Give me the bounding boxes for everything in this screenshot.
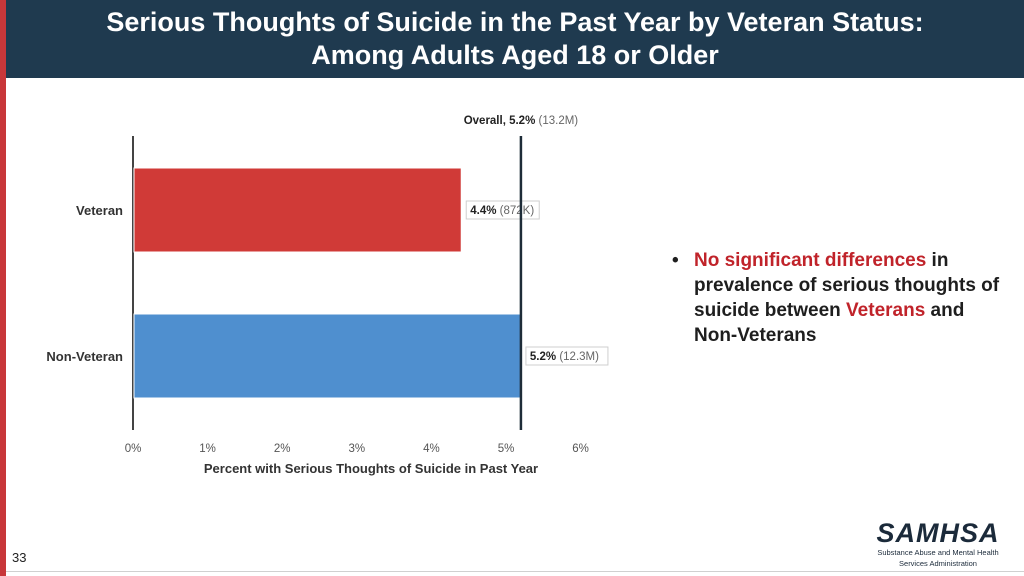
x-tick-label-4: 4% (423, 443, 440, 455)
x-tick-label-5: 5% (498, 443, 515, 455)
bullet-item: • No significant differences in prevalen… (672, 248, 1002, 348)
slide-title-line1: Serious Thoughts of Suicide in the Past … (106, 7, 924, 37)
x-tick-label-1: 1% (199, 443, 216, 455)
bottom-divider (6, 571, 1024, 572)
x-tick-label-6: 6% (572, 443, 589, 455)
logo-wordmark: SAMHSA (876, 518, 1000, 548)
bar-chart: Veteran 4.4% (872K) Non-Veteran 5.2% (12.3M… (46, 115, 609, 476)
bar-2 (133, 313, 522, 399)
data-label-box-2 (525, 346, 609, 366)
x-tick-label-3: 3% (348, 443, 365, 455)
bullet-text-part1: in prevalence of serious thoughts of sui… (694, 250, 1000, 321)
logo-tagline-line2: Services Administration (899, 559, 977, 568)
slide-title-line2: Among Adults Aged 18 or Older (311, 40, 719, 70)
category-label-1: Veteran (76, 203, 123, 218)
bullet-text: • No significant differences in prevalen… (672, 248, 1002, 348)
data-label-2: 5.2% (12.3M) (530, 351, 599, 363)
x-tick-label-0: 0% (125, 443, 142, 455)
left-accent-stripe (0, 0, 6, 576)
overall-reference-label: Overall, 5.2% (13.2M) (464, 115, 579, 127)
category-label-2: Non-Veteran (46, 349, 123, 364)
bullet-text-part2: and Non-Veterans (694, 300, 965, 346)
data-label-1: 4.4% (872K) (470, 205, 534, 217)
bullet-dot-icon: • (672, 250, 679, 271)
page-number: 33 (12, 550, 27, 565)
title-bar: Serious Thoughts of Suicide in the Past … (6, 0, 1024, 78)
bullet-body: No significant differences in prevalence… (694, 248, 1002, 348)
bullet-accent-veterans: Veterans (846, 300, 926, 321)
x-axis-title: Percent with Serious Thoughts of Suicide… (204, 461, 538, 476)
bar-1 (133, 167, 462, 253)
samhsa-logo: SAMHSA Substance Abuse and Mental Health… (868, 518, 1008, 569)
chart-area: Veteran 4.4% (872K) Non-Veteran 5.2% (12.3M… (0, 100, 640, 490)
logo-tagline-line1: Substance Abuse and Mental Health (877, 548, 999, 557)
x-tick-label-2: 2% (274, 443, 291, 455)
bullet-accent-no-difference: No significant differences (694, 250, 927, 271)
